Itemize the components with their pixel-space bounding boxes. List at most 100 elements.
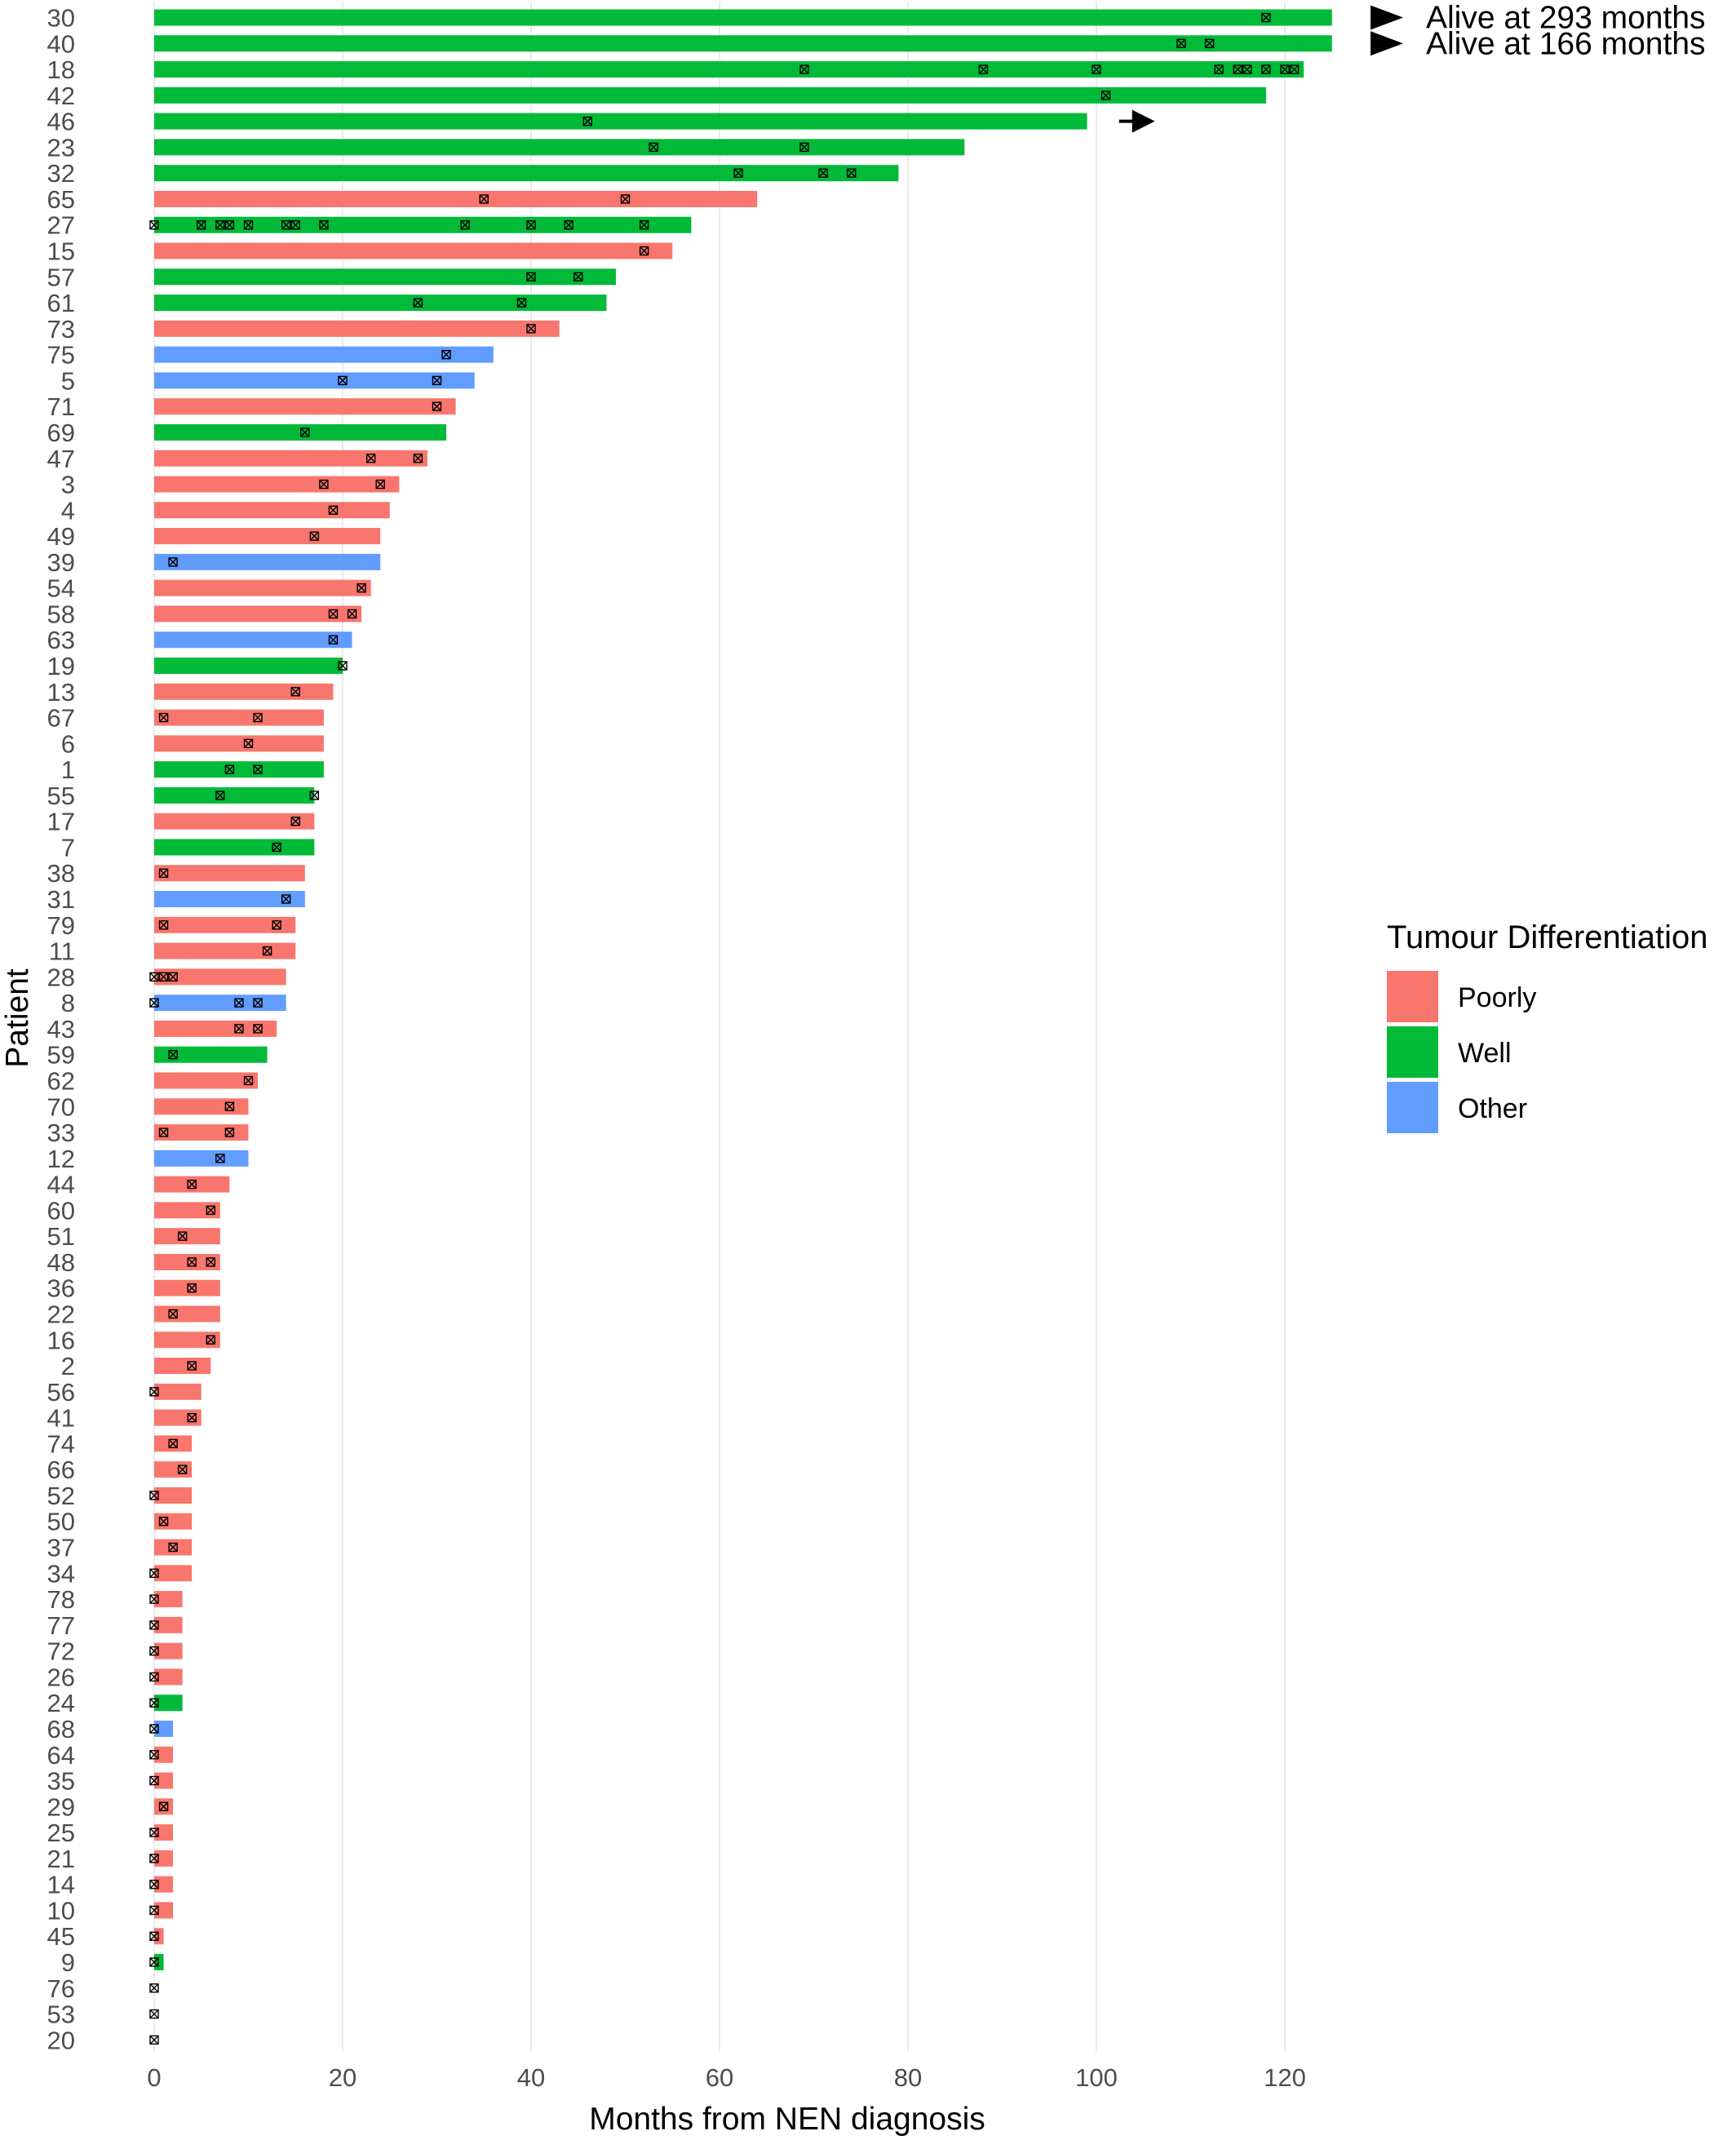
y-tick-label: 4: [61, 496, 75, 525]
x-tick-label: 100: [1075, 2063, 1118, 2092]
event-marker: [639, 246, 649, 256]
y-tick-label: 3: [61, 471, 75, 499]
event-marker: [1261, 12, 1271, 23]
event-marker: [187, 1283, 197, 1293]
y-tick-label: 15: [47, 237, 75, 266]
event-marker: [149, 1828, 159, 1837]
event-marker: [1261, 64, 1271, 74]
y-tick-label: 62: [47, 1066, 75, 1095]
event-marker: [328, 609, 339, 619]
event-marker: [639, 220, 649, 230]
bar-patient-59: [154, 1046, 268, 1063]
event-marker: [328, 635, 339, 645]
bar-patient-13: [154, 683, 334, 700]
event-marker: [206, 1335, 216, 1345]
y-tick-label: 25: [47, 1819, 75, 1847]
event-marker: [1289, 64, 1300, 74]
y-tick-label: 52: [47, 1482, 75, 1510]
y-tick-label: 54: [47, 574, 75, 603]
y-tick-label: 78: [47, 1585, 75, 1614]
y-tick-label: 56: [47, 1378, 75, 1407]
event-marker: [224, 1101, 235, 1111]
bar-patient-46: [154, 113, 1087, 130]
bar-patient-8: [154, 995, 286, 1012]
legend-title: Tumour Differentiation: [1387, 919, 1708, 955]
event-marker: [460, 220, 470, 230]
y-tick-label: 68: [47, 1715, 75, 1743]
y-tick-label: 57: [47, 263, 75, 291]
event-marker: [168, 557, 178, 567]
event-marker: [1176, 38, 1186, 48]
event-marker: [319, 479, 329, 490]
bar-patient-48: [154, 1253, 220, 1270]
bar-patient-33: [154, 1124, 249, 1141]
event-marker: [224, 220, 235, 230]
event-marker: [526, 272, 536, 281]
event-marker: [149, 1387, 159, 1397]
x-axis-title: Months from NEN diagnosis: [589, 2102, 985, 2137]
event-marker: [649, 142, 658, 153]
legend-swatch: [1387, 971, 1438, 1022]
y-tick-label: 13: [47, 678, 75, 707]
y-tick-label: 5: [61, 366, 75, 395]
event-marker: [432, 401, 442, 411]
y-tick-label: 70: [47, 1092, 75, 1121]
event-marker: [149, 1594, 159, 1604]
y-tick-label: 24: [47, 1689, 75, 1717]
event-marker: [224, 764, 235, 774]
event-marker: [564, 220, 574, 230]
event-marker: [526, 220, 536, 230]
event-marker: [177, 1464, 188, 1474]
event-marker: [272, 842, 281, 853]
y-tick-label: 66: [47, 1455, 75, 1484]
bar-patient-31: [154, 891, 305, 908]
bar-patient-18: [154, 61, 1304, 78]
event-marker: [432, 375, 442, 386]
event-marker: [149, 1620, 159, 1630]
bar-patient-1: [154, 761, 324, 778]
y-tick-label: 59: [47, 1041, 75, 1070]
bar-patient-73: [154, 320, 560, 337]
event-marker: [177, 1231, 188, 1241]
bar-patient-70: [154, 1098, 249, 1115]
event-marker: [149, 972, 159, 982]
legend-label: Poorly: [1458, 982, 1536, 1013]
legend-entries: Poorly Well Other: [1387, 971, 1536, 1133]
x-tick-label: 120: [1264, 2063, 1306, 2092]
y-tick-label: 37: [47, 1534, 75, 1562]
event-marker: [168, 1309, 178, 1319]
y-tick-label: 71: [47, 392, 75, 421]
y-tick-label: 74: [47, 1429, 75, 1458]
bar-patient-22: [154, 1305, 220, 1323]
event-marker: [158, 1517, 169, 1526]
y-tick-label: 65: [47, 185, 75, 214]
event-marker: [149, 998, 159, 1008]
bar-patient-11: [154, 942, 296, 959]
bar-patient-47: [154, 450, 427, 467]
bar-patient-67: [154, 709, 324, 726]
event-marker: [149, 1698, 159, 1708]
bar-patient-54: [154, 579, 371, 596]
bar-patient-43: [154, 1020, 277, 1037]
y-tick-label: 67: [47, 704, 75, 733]
annotation-label: Alive at 166 months: [1426, 26, 1706, 61]
event-marker: [253, 712, 263, 723]
event-marker: [158, 1801, 169, 1812]
event-marker: [253, 764, 263, 774]
bar-patient-62: [154, 1072, 259, 1089]
bar-patient-38: [154, 865, 305, 882]
bar-patient-45: [154, 1928, 164, 1945]
y-tick-label: 29: [47, 1792, 75, 1821]
y-tick-label: 34: [47, 1559, 75, 1588]
event-marker: [516, 298, 527, 308]
continuation-arrow-icon: [1118, 109, 1155, 133]
x-axis-ticks: 0 20 40 60 80 100 120: [147, 2063, 1305, 2092]
event-marker: [187, 1412, 197, 1423]
annotation-arrow-icon: [1371, 5, 1403, 30]
y-tick-label: 6: [61, 729, 75, 758]
y-tick-label: 14: [47, 1871, 75, 1899]
event-marker: [309, 791, 320, 800]
bar-patient-2: [154, 1358, 211, 1375]
event-marker: [338, 661, 348, 671]
event-marker: [733, 168, 743, 178]
